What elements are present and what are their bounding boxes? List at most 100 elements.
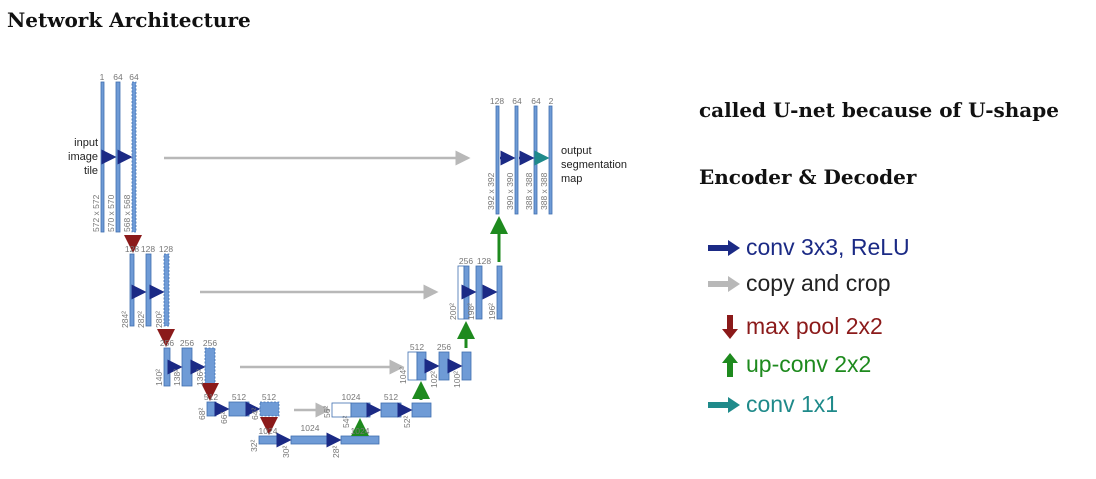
feature-map-block [548, 105, 553, 215]
legend-conv1x1: conv 1x1 [708, 391, 838, 418]
feature-map-block [100, 81, 105, 233]
feature-map-block [350, 402, 371, 418]
spatial-size-label: 100² [452, 371, 462, 388]
channel-count-label: 2 [549, 96, 554, 106]
input-label-line1: input [74, 137, 98, 149]
feature-map-block [461, 351, 472, 381]
spatial-size-label: 136² [195, 369, 205, 386]
channel-count-label: 1024 [301, 423, 320, 433]
page-title: Network Architecture [7, 8, 251, 32]
input-label-line2: image [68, 151, 98, 163]
feature-map-block [533, 105, 538, 215]
spatial-size-label: 56² [322, 406, 332, 418]
spatial-size-label: 32² [249, 440, 259, 452]
channel-count-label: 1024 [351, 426, 370, 436]
channel-count-label: 512 [384, 392, 398, 402]
spatial-size-label: 54² [341, 416, 351, 428]
channel-count-label: 256 [160, 338, 174, 348]
channel-count-label: 256 [203, 338, 217, 348]
legend-label-conv3x3: conv 3x3, ReLU [746, 234, 910, 260]
feature-map-block [131, 81, 137, 233]
note-encoder-decoder: Encoder & Decoder [699, 165, 917, 189]
spatial-size-label: 28² [331, 446, 341, 458]
spatial-size-label: 280² [154, 311, 164, 328]
output-label-line1: output [561, 145, 592, 157]
input-label-line3: tile [84, 165, 98, 177]
feature-map-block [495, 105, 500, 215]
spatial-size-label: 66² [219, 412, 229, 424]
feature-map-block [514, 105, 519, 215]
feature-map-block [416, 351, 427, 381]
feature-map-block [228, 401, 250, 417]
feature-map-block [145, 253, 152, 327]
channel-count-label: 256 [437, 342, 451, 352]
legend-label-copy-crop: copy and crop [746, 270, 891, 296]
channel-count-label: 64 [512, 96, 522, 106]
channel-count-label: 128 [159, 244, 173, 254]
channel-count-label: 1024 [259, 426, 278, 436]
legend-label-upconv: up-conv 2x2 [746, 351, 872, 377]
channel-count-label: 512 [204, 392, 218, 402]
channel-count-label: 128 [125, 244, 139, 254]
legend-copy-crop: copy and crop [708, 270, 890, 297]
channel-count-label: 1 [100, 72, 105, 82]
feature-map-block [457, 265, 465, 320]
spatial-size-label: 140² [154, 369, 164, 386]
spatial-size-label: 570 x 570 [106, 194, 116, 232]
spatial-size-label: 392 x 392 [486, 172, 496, 210]
feature-map-block [438, 351, 450, 381]
feature-map-block [258, 435, 278, 445]
spatial-size-label: 198² [466, 303, 476, 320]
channel-count-label: 128 [141, 244, 155, 254]
feature-map-block [407, 351, 418, 381]
channel-count-label: 128 [490, 96, 504, 106]
spatial-size-label: 388 x 388 [539, 172, 549, 210]
spatial-size-label: 64² [250, 408, 260, 420]
channel-count-label: 64 [129, 72, 139, 82]
feature-map-block [259, 401, 280, 417]
legend-maxpool: max pool 2x2 [722, 313, 883, 340]
spatial-size-label: 196² [487, 303, 497, 320]
legend-label-conv1x1: conv 1x1 [746, 391, 839, 417]
legend-upconv: up-conv 2x2 [722, 351, 871, 378]
feature-map-block [163, 347, 171, 387]
spatial-size-label: 52² [402, 416, 412, 428]
spatial-size-label: 568 x 568 [122, 194, 132, 232]
output-label-line3: map [561, 173, 582, 185]
channel-count-label: 512 [232, 392, 246, 402]
channel-count-label: 128 [477, 256, 491, 266]
feature-map-block [340, 435, 380, 445]
navy-right-arrow-icon [708, 239, 740, 256]
channel-count-label: 64 [113, 72, 123, 82]
spatial-size-label: 138² [172, 369, 182, 386]
output-label-line2: segmentation [561, 159, 627, 171]
red-down-arrow-icon [722, 314, 738, 339]
feature-map-block [380, 402, 402, 418]
feature-map-block [115, 81, 121, 233]
channel-count-label: 256 [459, 256, 473, 266]
channel-count-label: 64 [531, 96, 541, 106]
legend-label-maxpool: max pool 2x2 [746, 313, 883, 339]
feature-map-block [475, 265, 483, 320]
channel-count-label: 1024 [342, 392, 361, 402]
channel-count-label: 512 [262, 392, 276, 402]
feature-map-block [206, 401, 217, 417]
feature-map-block [411, 402, 432, 418]
feature-map-block [331, 402, 352, 418]
feature-map-block [204, 347, 216, 387]
spatial-size-label: 30² [281, 446, 291, 458]
legend-conv3x3: conv 3x3, ReLU [708, 234, 910, 261]
spatial-size-label: 282² [136, 311, 146, 328]
feature-map-block [290, 435, 332, 445]
channel-count-label: 512 [410, 342, 424, 352]
spatial-size-label: 572 x 572 [91, 194, 101, 232]
spatial-size-label: 102² [429, 371, 439, 388]
channel-count-label: 256 [180, 338, 194, 348]
spatial-size-label: 68² [197, 408, 207, 420]
feature-map-block [496, 265, 503, 320]
teal-right-arrow-icon [708, 396, 740, 413]
spatial-size-label: 390 x 390 [505, 172, 515, 210]
spatial-size-label: 284² [120, 311, 130, 328]
feature-map-block [129, 253, 135, 327]
